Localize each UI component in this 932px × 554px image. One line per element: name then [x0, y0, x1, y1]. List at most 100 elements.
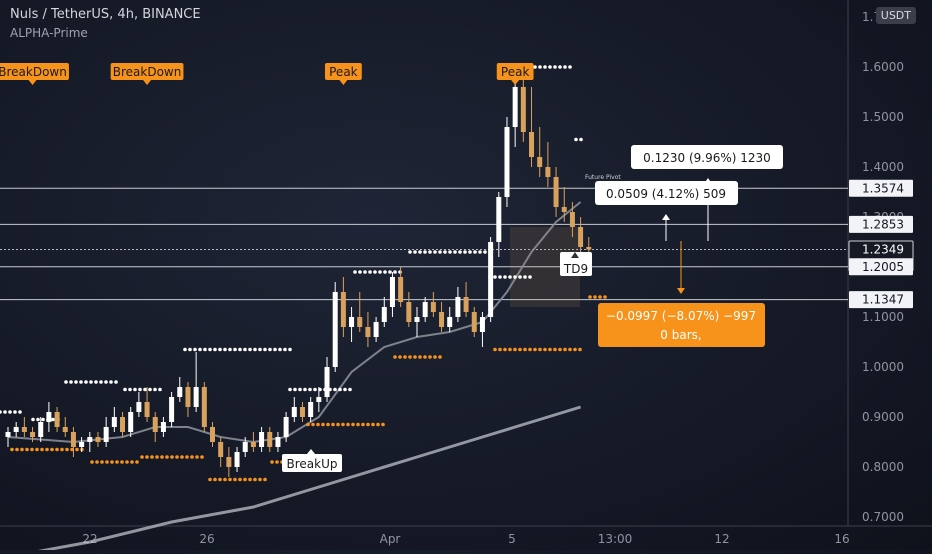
support-dot: [25, 447, 29, 452]
candle-body: [496, 197, 502, 242]
resistance-dot: [31, 417, 35, 422]
indicator-name: ALPHA-Prime: [10, 26, 88, 40]
resistance-dot: [273, 347, 277, 352]
candle-body: [439, 312, 445, 327]
support-dot: [346, 422, 350, 427]
candle-body: [5, 432, 11, 437]
support-dot: [408, 355, 412, 359]
resistance-dot: [383, 270, 387, 274]
currency-badge: USDT: [875, 7, 916, 24]
support-dot: [233, 477, 237, 482]
resistance-dot: [158, 387, 162, 392]
resistance-dot: [198, 347, 202, 352]
support-dot: [140, 455, 144, 459]
candle-body: [177, 387, 183, 397]
support-dot: [218, 477, 222, 482]
support-dot: [200, 455, 204, 459]
resistance-dot: [268, 347, 272, 352]
candle-body: [430, 302, 436, 312]
candle-body: [70, 432, 76, 447]
resistance-dot: [363, 270, 367, 274]
td9-label-box: [560, 252, 592, 276]
support-dot: [125, 460, 129, 464]
measure-box: [595, 181, 738, 205]
support-dot: [403, 355, 407, 359]
support-dot: [70, 447, 74, 452]
resistance-dot: [138, 387, 142, 392]
support-dot: [95, 460, 99, 464]
support-dot: [263, 477, 267, 482]
resistance-dot: [463, 250, 467, 254]
support-dot: [190, 455, 194, 459]
support-dot: [538, 347, 542, 352]
support-dot: [331, 422, 335, 427]
support-dot: [523, 347, 527, 352]
price-tag-value: 1.2853: [862, 217, 904, 231]
resistance-dot: [448, 250, 452, 254]
candle-body: [62, 427, 68, 432]
support-dot: [135, 460, 139, 464]
support-dot: [105, 460, 109, 464]
resistance-dot: [36, 417, 40, 422]
candle-body: [414, 317, 420, 322]
x-tick-label: 13:00: [598, 532, 633, 546]
candle-body: [21, 427, 27, 432]
candle-body: [471, 312, 477, 332]
candle-body: [201, 387, 207, 427]
signal-label-pointer: [511, 80, 520, 85]
support-dot: [90, 460, 94, 464]
y-tick-label: 1.0000: [862, 360, 904, 374]
support-dot: [253, 477, 257, 482]
resistance-dot: [518, 275, 522, 279]
candle-body: [193, 387, 199, 407]
signal-label-box: [496, 63, 534, 80]
candle-body: [95, 437, 101, 442]
support-dot: [498, 347, 502, 352]
support-dot: [558, 347, 562, 352]
candle-body: [340, 292, 346, 327]
candle-body: [38, 422, 44, 437]
support-dot: [15, 447, 19, 452]
support-dot: [508, 347, 512, 352]
resistance-dot: [478, 250, 482, 254]
ma-fast-line: [7, 201, 582, 444]
support-dot: [50, 447, 54, 452]
measure-down-arrowhead: [677, 288, 685, 294]
resistance-dot: [13, 410, 17, 414]
support-dot: [518, 347, 522, 352]
support-dot: [10, 447, 14, 452]
price-tag-box: [849, 179, 913, 197]
support-dot: [418, 355, 422, 359]
support-dot: [185, 455, 189, 459]
resistance-dot: [248, 347, 252, 352]
y-tick-label: 1.4000: [862, 160, 904, 174]
resistance-dot: [3, 410, 7, 414]
resistance-dot: [368, 270, 372, 274]
candle-body: [46, 412, 52, 422]
resistance-dot: [183, 347, 187, 352]
resistance-dot: [243, 347, 247, 352]
resistance-dot: [468, 250, 472, 254]
candle-body: [234, 452, 240, 467]
support-dot: [75, 447, 79, 452]
support-dot: [238, 477, 242, 482]
support-dot: [573, 347, 577, 352]
candle-body: [381, 307, 387, 322]
candle-body: [103, 427, 109, 442]
resistance-dot: [283, 347, 287, 352]
resistance-dot: [41, 417, 45, 422]
price-tag-value: 1.1347: [862, 293, 904, 307]
support-dot: [180, 455, 184, 459]
candle-body: [242, 442, 248, 452]
support-dot: [371, 422, 375, 427]
support-dot: [120, 460, 124, 464]
resistance-dot: [298, 387, 302, 392]
resistance-dot: [388, 270, 392, 274]
breakup-label-pointer: [307, 449, 315, 454]
resistance-dot: [79, 380, 83, 384]
resistance-dot: [238, 347, 242, 352]
support-dot: [175, 455, 179, 459]
support-dot: [65, 447, 69, 452]
